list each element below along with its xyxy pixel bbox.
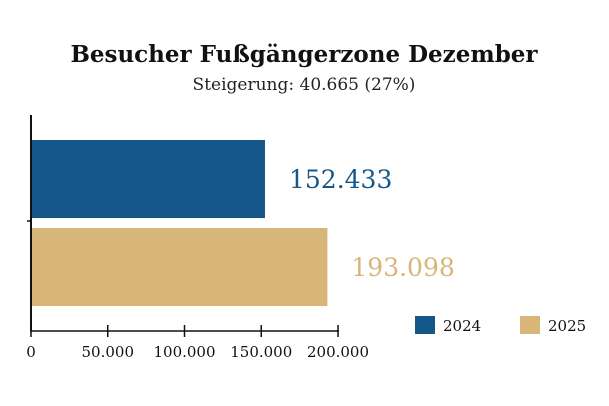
bars-group (31, 140, 328, 306)
legend-swatch-2024 (415, 316, 435, 334)
chart-subtitle: Steigerung: 40.665 (27%) (193, 75, 416, 95)
x-tick-label: 200.000 (307, 343, 369, 361)
legend-swatch-2025 (520, 316, 540, 334)
x-tick-label: 0 (26, 343, 36, 361)
x-tick-label: 100.000 (153, 343, 215, 361)
chart-title: Besucher Fußgängerzone Dezember (70, 41, 538, 68)
value-label-2025: 193.098 (351, 253, 454, 282)
legend-label-2025: 2025 (548, 317, 586, 335)
x-axis-ticks: 0 50.000 100.000 150.000 200.000 (26, 325, 369, 361)
legend: 2024 2025 (415, 316, 586, 335)
bar-2025 (31, 228, 328, 306)
bar-2024 (31, 140, 265, 218)
value-labels-group: 152.433 193.098 (289, 165, 455, 282)
value-label-2024: 152.433 (289, 165, 392, 194)
x-tick-label: 50.000 (82, 343, 135, 361)
legend-label-2024: 2024 (443, 317, 481, 335)
x-tick-label: 150.000 (230, 343, 292, 361)
